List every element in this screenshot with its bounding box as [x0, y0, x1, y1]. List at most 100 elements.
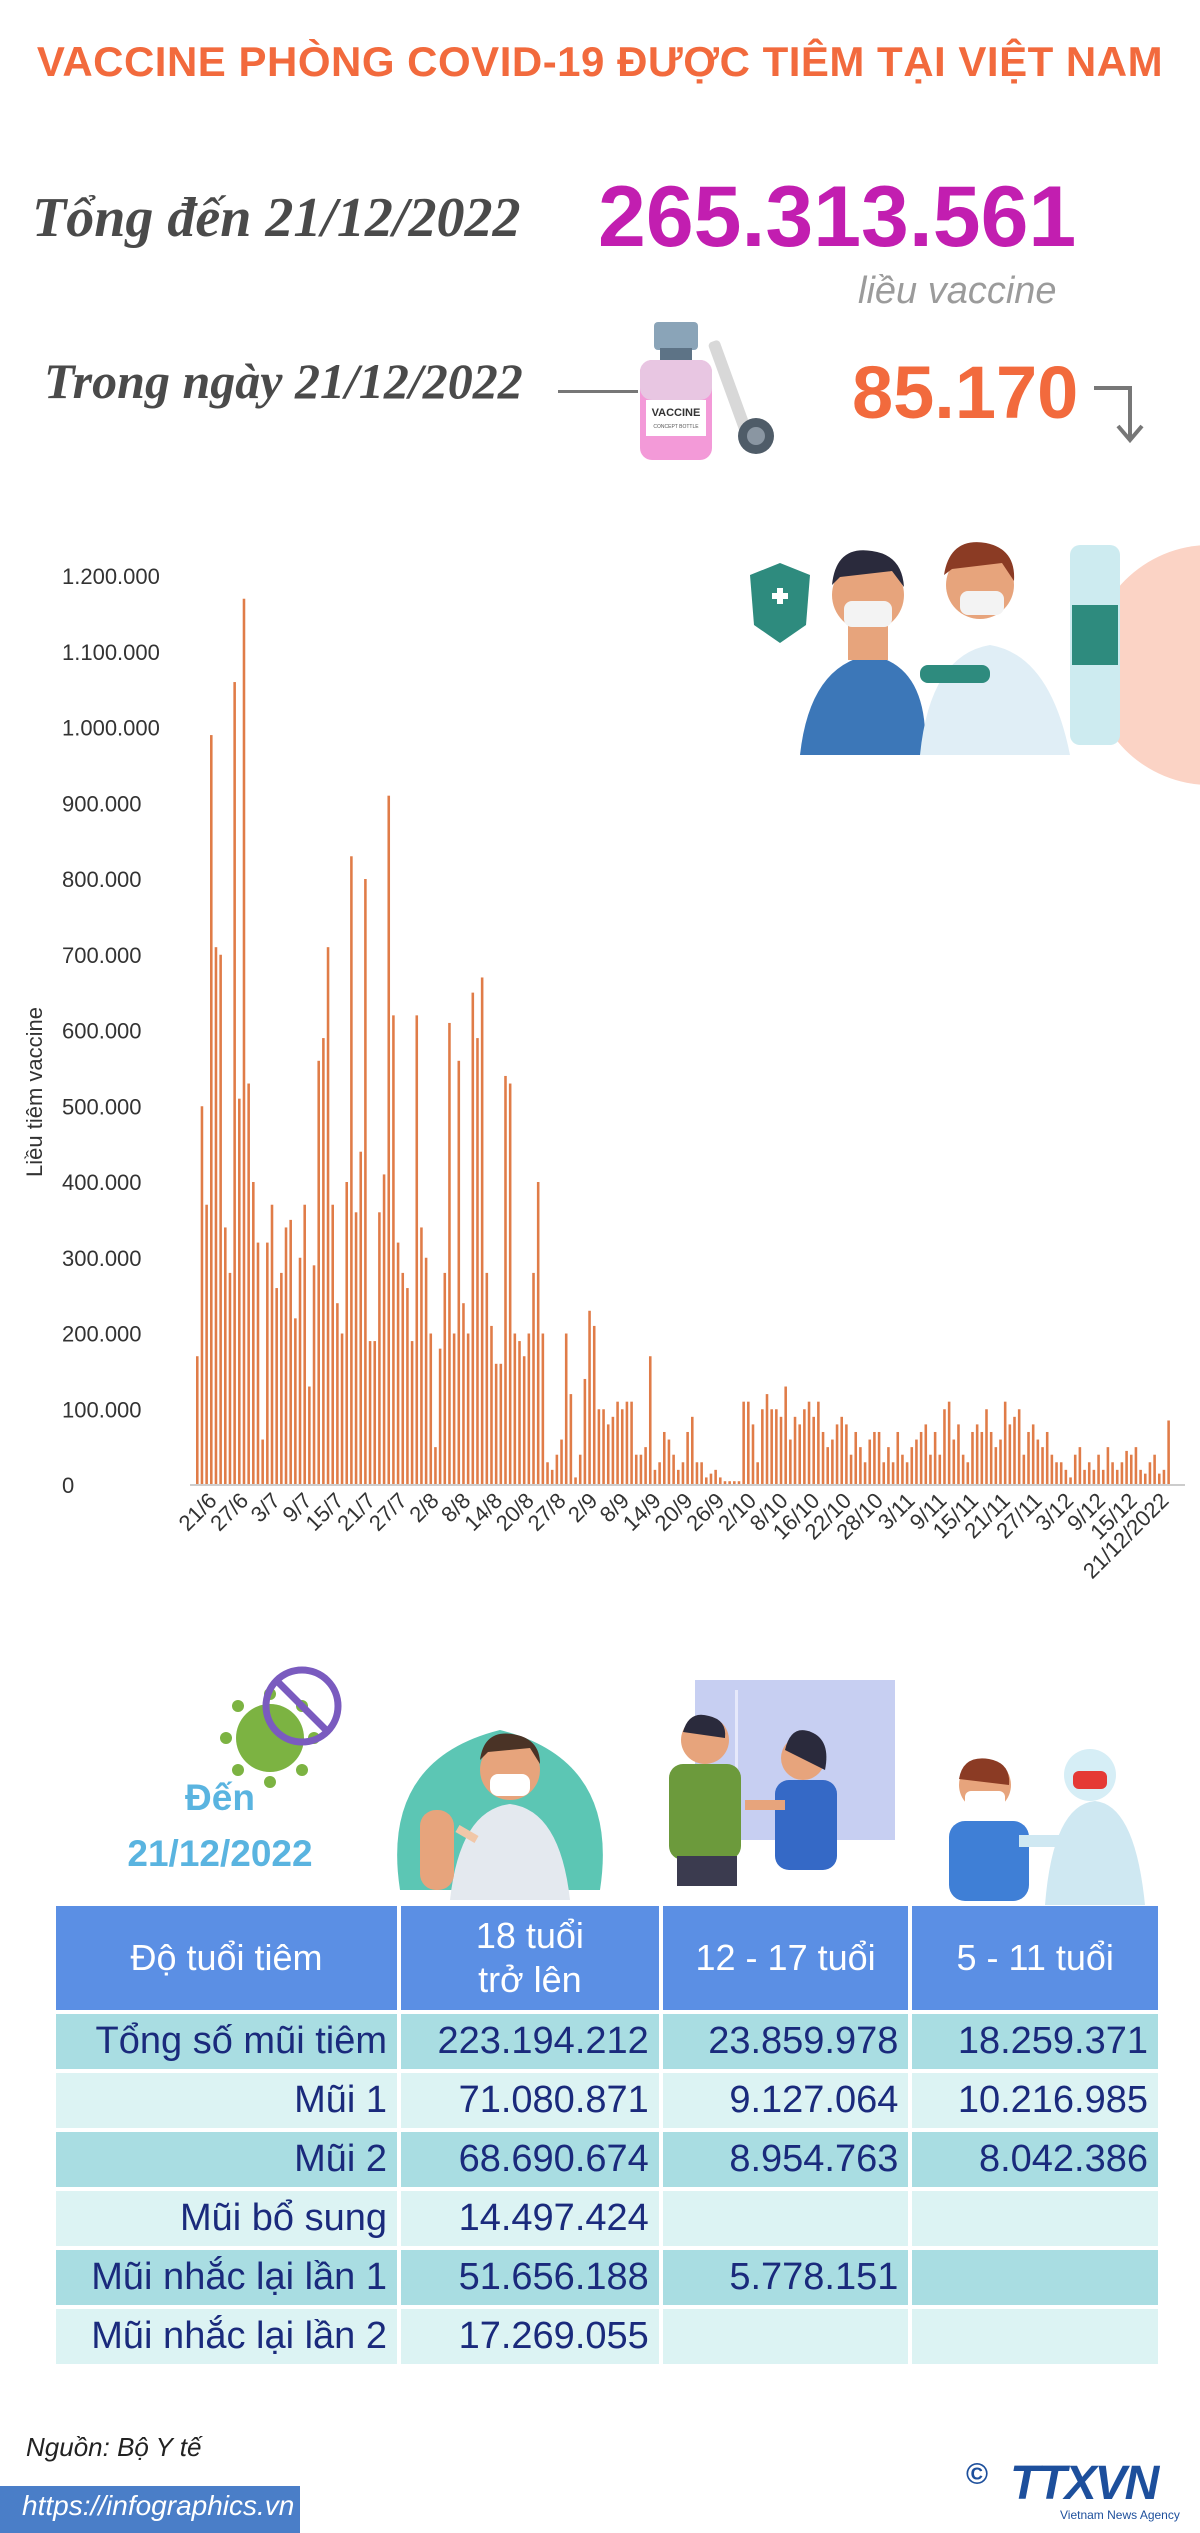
- bar: [691, 1416, 694, 1485]
- bar: [536, 1182, 540, 1485]
- bar: [228, 1272, 232, 1485]
- bar: [877, 1431, 881, 1485]
- bar: [1008, 1424, 1012, 1485]
- bar: [490, 1325, 493, 1485]
- bar: [817, 1401, 820, 1485]
- bar: [210, 735, 213, 1485]
- bar: [527, 1333, 531, 1485]
- bar: [252, 1182, 255, 1485]
- y-tick-label: 800.000: [62, 867, 142, 892]
- bar: [807, 1401, 811, 1485]
- bar: [1101, 1469, 1105, 1485]
- cell-child: [912, 2309, 1158, 2364]
- total-doses-value: 265.313.561: [598, 169, 1077, 265]
- y-tick-label: 600.000: [62, 1019, 142, 1044]
- bar: [401, 1272, 405, 1485]
- daily-doses-chart: 1.200.000 1.100.000 1.000.000 900.000 800.00…: [22, 564, 1185, 1584]
- y-tick-label: 1.000.000: [62, 716, 160, 741]
- bar: [966, 1462, 970, 1485]
- bar: [480, 977, 484, 1485]
- bar: [340, 1333, 344, 1485]
- table-row-additional: Mũi bổ sung 14.497.424: [56, 2191, 1158, 2246]
- connector-line: [558, 390, 638, 393]
- bar: [1036, 1439, 1040, 1485]
- bar: [630, 1401, 633, 1485]
- col-header-child: 5 - 11 tuổi: [912, 1906, 1158, 2010]
- bar: [284, 1227, 288, 1485]
- bar: [1027, 1431, 1030, 1485]
- cell-adult: 223.194.212: [401, 2014, 659, 2069]
- bar: [882, 1462, 886, 1485]
- bar: [452, 1333, 456, 1485]
- x-tick-label: 27/6: [205, 1488, 253, 1536]
- bar: [775, 1409, 778, 1485]
- bar: [312, 1265, 316, 1485]
- bar: [1120, 1462, 1124, 1485]
- cell-teen: 5.778.151: [662, 2250, 909, 2305]
- bar: [1031, 1424, 1035, 1485]
- bar: [901, 1454, 904, 1485]
- bar: [466, 1333, 470, 1485]
- bar: [345, 1182, 349, 1485]
- y-axis-label: Liều tiêm vaccine: [22, 1007, 47, 1177]
- bar: [200, 1106, 204, 1485]
- bar: [887, 1447, 890, 1486]
- as-of-date: Đến 21/12/2022: [60, 1770, 380, 1882]
- bar: [303, 1204, 306, 1485]
- bar: [849, 1454, 853, 1485]
- bar: [957, 1424, 960, 1485]
- y-tick-label: 0: [62, 1473, 74, 1498]
- bar: [845, 1424, 848, 1485]
- bar: [1092, 1469, 1096, 1485]
- bar: [681, 1462, 685, 1485]
- adult-vaccinated-illustration: [397, 1730, 603, 1900]
- row-label: Mũi nhắc lại lần 2: [56, 2309, 397, 2364]
- infographics-link[interactable]: https://infographics.vn: [22, 2490, 295, 2521]
- bar: [662, 1431, 666, 1485]
- table-row-dose2: Mũi 2 68.690.674 8.954.763 8.042.386: [56, 2132, 1158, 2187]
- bar: [1013, 1416, 1016, 1485]
- bar: [975, 1424, 979, 1485]
- bar: [448, 1022, 451, 1485]
- bar: [737, 1481, 741, 1485]
- bar: [1069, 1477, 1072, 1485]
- y-tick-label: 500.000: [62, 1094, 142, 1119]
- cell-adult: 71.080.871: [401, 2073, 659, 2128]
- bar: [1097, 1454, 1100, 1485]
- cell-child: [912, 2191, 1158, 2246]
- bar: [564, 1333, 568, 1485]
- row-label: Mũi bổ sung: [56, 2191, 397, 2246]
- x-axis: 21/627/63/79/715/721/727/72/88/814/820/8…: [174, 1488, 1174, 1584]
- bar: [924, 1424, 928, 1485]
- table-row-total: Tổng số mũi tiêm 223.194.212 23.859.978 …: [56, 2014, 1158, 2069]
- cell-teen: [662, 2191, 909, 2246]
- bar: [224, 1227, 227, 1485]
- cell-adult: 51.656.188: [401, 2250, 659, 2305]
- bar: [1162, 1469, 1166, 1485]
- bar: [929, 1454, 932, 1485]
- vaccination-table: Độ tuổi tiêm 18 tuổi trở lên 12 - 17 tuổ…: [52, 1902, 1162, 2368]
- bar: [434, 1447, 437, 1486]
- bar: [238, 1098, 241, 1485]
- bar: [742, 1401, 745, 1485]
- bar: [933, 1431, 937, 1485]
- y-tick-label: 1.100.000: [62, 640, 160, 665]
- bar: [653, 1469, 657, 1485]
- bar: [648, 1356, 652, 1485]
- bar: [625, 1401, 629, 1485]
- bar: [359, 1151, 363, 1485]
- col-header-adult: 18 tuổi trở lên: [401, 1906, 659, 2010]
- bar: [999, 1439, 1002, 1485]
- bar: [1045, 1431, 1049, 1485]
- y-tick-label: 900.000: [62, 791, 142, 816]
- bar: [588, 1310, 591, 1485]
- bar: [326, 947, 330, 1485]
- bar: [499, 1363, 503, 1485]
- bar: [1134, 1447, 1138, 1486]
- bar: [1073, 1454, 1077, 1485]
- bar: [789, 1439, 792, 1485]
- bar: [392, 1015, 395, 1485]
- bar: [308, 1386, 311, 1485]
- bar: [289, 1219, 292, 1486]
- bar: [546, 1462, 549, 1485]
